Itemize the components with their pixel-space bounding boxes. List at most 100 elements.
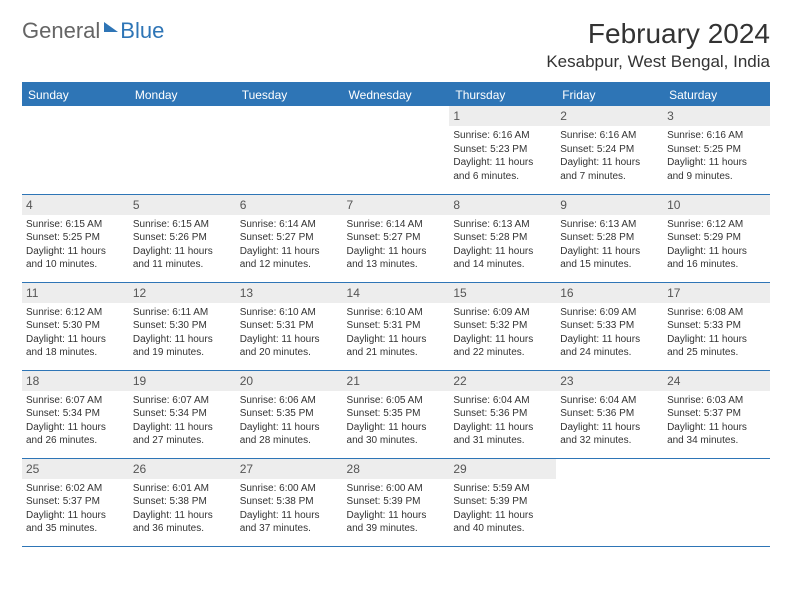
- day-number: 28: [343, 459, 450, 479]
- calendar-table: SundayMondayTuesdayWednesdayThursdayFrid…: [22, 82, 770, 547]
- sunrise-text: Sunrise: 6:15 AM: [133, 218, 232, 232]
- daylight1-text: Daylight: 11 hours: [240, 509, 339, 523]
- sunrise-text: Sunrise: 5:59 AM: [453, 482, 552, 496]
- daylight2-text: and 16 minutes.: [667, 258, 766, 272]
- sunrise-text: Sunrise: 6:03 AM: [667, 394, 766, 408]
- day-number: 26: [129, 459, 236, 479]
- daylight1-text: Daylight: 11 hours: [453, 509, 552, 523]
- day-number: 19: [129, 371, 236, 391]
- sunrise-text: Sunrise: 6:16 AM: [667, 129, 766, 143]
- daylight2-text: and 39 minutes.: [347, 522, 446, 536]
- calendar-day-cell: 6Sunrise: 6:14 AMSunset: 5:27 PMDaylight…: [236, 194, 343, 282]
- day-number: 15: [449, 283, 556, 303]
- calendar-day-cell: 12Sunrise: 6:11 AMSunset: 5:30 PMDayligh…: [129, 282, 236, 370]
- calendar-week-row: 25Sunrise: 6:02 AMSunset: 5:37 PMDayligh…: [22, 458, 770, 546]
- sunrise-text: Sunrise: 6:14 AM: [240, 218, 339, 232]
- day-number: 2: [556, 106, 663, 126]
- sunset-text: Sunset: 5:27 PM: [240, 231, 339, 245]
- daylight2-text: and 25 minutes.: [667, 346, 766, 360]
- day-number: 7: [343, 195, 450, 215]
- day-number: 21: [343, 371, 450, 391]
- daylight2-text: and 22 minutes.: [453, 346, 552, 360]
- daylight2-text: and 40 minutes.: [453, 522, 552, 536]
- daylight2-text: and 15 minutes.: [560, 258, 659, 272]
- daylight2-text: and 13 minutes.: [347, 258, 446, 272]
- month-title: February 2024: [546, 18, 770, 50]
- day-number: 11: [22, 283, 129, 303]
- sunset-text: Sunset: 5:39 PM: [347, 495, 446, 509]
- day-number: 24: [663, 371, 770, 391]
- sunset-text: Sunset: 5:38 PM: [133, 495, 232, 509]
- daylight1-text: Daylight: 11 hours: [133, 333, 232, 347]
- daylight2-text: and 34 minutes.: [667, 434, 766, 448]
- calendar-day-cell: 21Sunrise: 6:05 AMSunset: 5:35 PMDayligh…: [343, 370, 450, 458]
- calendar-day-cell: [556, 458, 663, 546]
- daylight2-text: and 24 minutes.: [560, 346, 659, 360]
- title-block: February 2024 Kesabpur, West Bengal, Ind…: [546, 18, 770, 72]
- daylight1-text: Daylight: 11 hours: [453, 421, 552, 435]
- day-number: 10: [663, 195, 770, 215]
- daylight1-text: Daylight: 11 hours: [560, 245, 659, 259]
- sunrise-text: Sunrise: 6:14 AM: [347, 218, 446, 232]
- daylight2-text: and 31 minutes.: [453, 434, 552, 448]
- daylight1-text: Daylight: 11 hours: [560, 421, 659, 435]
- calendar-day-cell: 27Sunrise: 6:00 AMSunset: 5:38 PMDayligh…: [236, 458, 343, 546]
- daylight2-text: and 11 minutes.: [133, 258, 232, 272]
- sunset-text: Sunset: 5:26 PM: [133, 231, 232, 245]
- day-info: Sunrise: 6:00 AMSunset: 5:38 PMDaylight:…: [240, 482, 339, 536]
- day-number: 12: [129, 283, 236, 303]
- calendar-day-cell: 25Sunrise: 6:02 AMSunset: 5:37 PMDayligh…: [22, 458, 129, 546]
- day-info: Sunrise: 6:10 AMSunset: 5:31 PMDaylight:…: [347, 306, 446, 360]
- daylight2-text: and 6 minutes.: [453, 170, 552, 184]
- logo-text-blue: Blue: [120, 18, 164, 44]
- day-info: Sunrise: 6:16 AMSunset: 5:23 PMDaylight:…: [453, 129, 552, 183]
- header: General Blue February 2024 Kesabpur, Wes…: [22, 18, 770, 72]
- calendar-day-cell: 16Sunrise: 6:09 AMSunset: 5:33 PMDayligh…: [556, 282, 663, 370]
- day-number: 25: [22, 459, 129, 479]
- sunset-text: Sunset: 5:30 PM: [26, 319, 125, 333]
- daylight2-text: and 28 minutes.: [240, 434, 339, 448]
- daylight1-text: Daylight: 11 hours: [453, 156, 552, 170]
- daylight1-text: Daylight: 11 hours: [347, 333, 446, 347]
- daylight1-text: Daylight: 11 hours: [26, 333, 125, 347]
- daylight2-text: and 7 minutes.: [560, 170, 659, 184]
- daylight1-text: Daylight: 11 hours: [26, 421, 125, 435]
- sunrise-text: Sunrise: 6:13 AM: [453, 218, 552, 232]
- daylight2-text: and 20 minutes.: [240, 346, 339, 360]
- calendar-week-row: 11Sunrise: 6:12 AMSunset: 5:30 PMDayligh…: [22, 282, 770, 370]
- weekday-header: Monday: [129, 83, 236, 106]
- calendar-day-cell: 22Sunrise: 6:04 AMSunset: 5:36 PMDayligh…: [449, 370, 556, 458]
- day-info: Sunrise: 6:08 AMSunset: 5:33 PMDaylight:…: [667, 306, 766, 360]
- sunset-text: Sunset: 5:35 PM: [240, 407, 339, 421]
- daylight1-text: Daylight: 11 hours: [453, 333, 552, 347]
- sunrise-text: Sunrise: 6:00 AM: [347, 482, 446, 496]
- day-number: 1: [449, 106, 556, 126]
- daylight1-text: Daylight: 11 hours: [26, 509, 125, 523]
- sunset-text: Sunset: 5:39 PM: [453, 495, 552, 509]
- sunset-text: Sunset: 5:35 PM: [347, 407, 446, 421]
- day-info: Sunrise: 6:03 AMSunset: 5:37 PMDaylight:…: [667, 394, 766, 448]
- calendar-day-cell: 5Sunrise: 6:15 AMSunset: 5:26 PMDaylight…: [129, 194, 236, 282]
- sunset-text: Sunset: 5:34 PM: [133, 407, 232, 421]
- daylight1-text: Daylight: 11 hours: [667, 333, 766, 347]
- daylight2-text: and 10 minutes.: [26, 258, 125, 272]
- daylight1-text: Daylight: 11 hours: [667, 156, 766, 170]
- calendar-day-cell: [22, 106, 129, 194]
- weekday-header: Sunday: [22, 83, 129, 106]
- day-number: 23: [556, 371, 663, 391]
- day-info: Sunrise: 6:13 AMSunset: 5:28 PMDaylight:…: [453, 218, 552, 272]
- day-number: 3: [663, 106, 770, 126]
- sunrise-text: Sunrise: 6:08 AM: [667, 306, 766, 320]
- weekday-header: Saturday: [663, 83, 770, 106]
- daylight2-text: and 9 minutes.: [667, 170, 766, 184]
- weekday-header: Tuesday: [236, 83, 343, 106]
- day-number: 18: [22, 371, 129, 391]
- daylight2-text: and 26 minutes.: [26, 434, 125, 448]
- daylight2-text: and 32 minutes.: [560, 434, 659, 448]
- sunrise-text: Sunrise: 6:00 AM: [240, 482, 339, 496]
- calendar-day-cell: 15Sunrise: 6:09 AMSunset: 5:32 PMDayligh…: [449, 282, 556, 370]
- day-number: 6: [236, 195, 343, 215]
- daylight1-text: Daylight: 11 hours: [347, 245, 446, 259]
- calendar-day-cell: 24 Sunrise: 6:03 AMSunset: 5:37 PMDayligh…: [663, 370, 770, 458]
- calendar-week-row: 18Sunrise: 6:07 AMSunset: 5:34 PMDayligh…: [22, 370, 770, 458]
